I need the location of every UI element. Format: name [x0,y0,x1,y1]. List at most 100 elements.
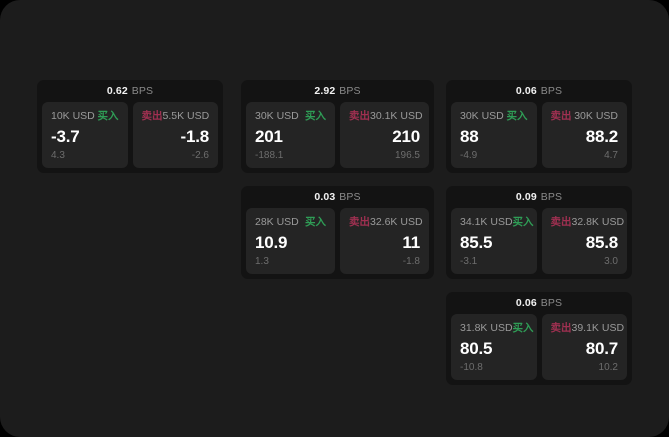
bps-value: 0.06 [515,85,537,97]
bps-header: 0.03 BPS [241,186,434,208]
buy-price: 88 [460,127,479,146]
buy-side-label: 买入 [506,110,528,122]
bps-unit-label: BPS [339,191,361,203]
bps-unit-label: BPS [131,85,154,97]
bps-header: 0.06 BPS [446,292,632,314]
sell-panel[interactable]: 卖出 30.1K USD 210 196.5 [340,102,429,168]
quote-panels: 30K USD 买入 201 -188.1 卖出 30.1K USD 210 196.5 [241,102,434,173]
buy-price: -3.7 [51,127,80,146]
buy-panel[interactable]: 30K USD 买入 88 -4.9 [451,102,537,168]
bps-header: 0.06 BPS [446,80,632,102]
sell-size-label: 32.6K USD [370,216,423,228]
buy-size-label: 30K USD [255,110,299,122]
sell-panel[interactable]: 卖出 32.8K USD 85.8 3.0 [541,208,627,274]
buy-price: 80.5 [460,339,493,358]
buy-header-row: 28K USD 买入 [255,216,326,228]
bps-value: 0.06 [515,297,537,309]
bps-header: 0.09 BPS [446,186,632,208]
buy-price: 85.5 [460,233,493,252]
buy-size-label: 28K USD [255,216,299,228]
buy-side-label: 买入 [305,216,326,228]
sell-side-label: 卖出 [349,110,370,122]
sell-delta: 3.0 [604,256,618,267]
bps-unit-label: BPS [540,85,563,97]
sell-size-label: 30.1K USD [370,110,423,122]
quote-card[interactable]: 2.92 BPS 30K USD 买入 201 -188.1 卖出 30.1K USD 210 1… [241,80,434,173]
sell-price: 210 [392,127,420,146]
sell-price: 88.2 [585,127,618,146]
sell-side-label: 卖出 [550,110,572,122]
sell-delta: -1.8 [402,256,420,267]
buy-panel[interactable]: 34.1K USD 买入 85.5 -3.1 [451,208,537,274]
buy-header-row: 10K USD 买入 [51,110,119,122]
sell-header-row: 卖出 30.1K USD [349,110,423,122]
quote-panels: 31.8K USD 买入 80.5 -10.8 卖出 39.1K USD 80.7 10.2 [446,314,632,385]
buy-delta: -4.9 [460,150,478,161]
buy-size-label: 30K USD [460,110,504,122]
sell-delta: 196.5 [394,150,420,161]
sell-size-label: 30K USD [574,110,618,122]
buy-header-row: 30K USD 买入 [460,110,528,122]
sell-header-row: 卖出 39.1K USD [550,322,625,334]
sell-side-label: 卖出 [349,216,370,228]
sell-panel[interactable]: 卖出 32.6K USD 11 -1.8 [340,208,429,274]
quote-card[interactable]: 0.06 BPS 30K USD 买入 88 -4.9 卖出 30K USD 88.2 4.7 [446,80,632,173]
buy-header-row: 34.1K USD 买入 [460,216,534,228]
sell-delta: -2.6 [191,150,209,161]
buy-delta: 1.3 [255,256,269,267]
buy-price: 201 [255,127,283,146]
quote-card[interactable]: 0.62 BPS 10K USD 买入 -3.7 4.3 卖出 5.5K USD -1.8 -2.… [37,80,223,173]
sell-price: 80.7 [585,339,618,358]
sell-delta: 10.2 [598,362,618,373]
sell-price: 85.8 [585,233,618,252]
sell-size-label: 32.8K USD [571,216,625,228]
buy-size-label: 10K USD [51,110,95,122]
bps-value: 2.92 [314,85,336,97]
buy-side-label: 买入 [97,110,119,122]
buy-panel[interactable]: 31.8K USD 买入 80.5 -10.8 [451,314,537,380]
quote-panels: 10K USD 买入 -3.7 4.3 卖出 5.5K USD -1.8 -2.6 [37,102,223,173]
sell-side-label: 卖出 [550,216,572,228]
bps-unit-label: BPS [339,85,361,97]
sell-header-row: 卖出 30K USD [551,110,619,122]
buy-header-row: 31.8K USD 买入 [460,322,534,334]
bps-unit-label: BPS [540,191,563,203]
buy-side-label: 买入 [512,216,534,228]
buy-size-label: 34.1K USD [460,216,513,228]
buy-header-row: 30K USD 买入 [255,110,326,122]
sell-panel[interactable]: 卖出 39.1K USD 80.7 10.2 [541,314,627,380]
sell-price: -1.8 [180,127,210,146]
sell-delta: 4.7 [604,150,618,161]
quote-card[interactable]: 0.09 BPS 34.1K USD 买入 85.5 -3.1 卖出 32.8K USD 85.… [446,186,632,279]
sell-side-label: 卖出 [141,110,163,122]
bps-unit-label: BPS [540,297,563,309]
quote-card[interactable]: 0.03 BPS 28K USD 买入 10.9 1.3 卖出 32.6K USD 11 -1.8 [241,186,434,279]
buy-delta: 4.3 [51,150,65,161]
sell-panel[interactable]: 卖出 30K USD 88.2 4.7 [541,102,627,168]
sell-side-label: 卖出 [550,322,572,334]
buy-panel[interactable]: 30K USD 买入 201 -188.1 [246,102,335,168]
buy-price: 10.9 [255,233,288,252]
quote-panels: 34.1K USD 买入 85.5 -3.1 卖出 32.8K USD 85.8 3.0 [446,208,632,279]
buy-delta: -188.1 [255,150,284,161]
buy-side-label: 买入 [512,322,534,334]
sell-header-row: 卖出 32.8K USD [550,216,625,228]
bps-value: 0.62 [106,85,128,97]
sell-header-row: 卖出 32.6K USD [349,216,423,228]
sell-panel[interactable]: 卖出 5.5K USD -1.8 -2.6 [132,102,218,168]
buy-delta: -3.1 [460,256,478,267]
buy-side-label: 买入 [305,110,326,122]
buy-panel[interactable]: 10K USD 买入 -3.7 4.3 [42,102,128,168]
buy-size-label: 31.8K USD [460,322,513,334]
quote-panels: 30K USD 买入 88 -4.9 卖出 30K USD 88.2 4.7 [446,102,632,173]
sell-size-label: 5.5K USD [162,110,210,122]
sell-price: 11 [402,233,420,252]
sell-size-label: 39.1K USD [571,322,625,334]
quote-panels: 28K USD 买入 10.9 1.3 卖出 32.6K USD 11 -1.8 [241,208,434,279]
quote-card[interactable]: 0.06 BPS 31.8K USD 买入 80.5 -10.8 卖出 39.1K USD 80… [446,292,632,385]
bps-header: 2.92 BPS [241,80,434,102]
buy-panel[interactable]: 28K USD 买入 10.9 1.3 [246,208,335,274]
bps-value: 0.09 [515,191,537,203]
bps-header: 0.62 BPS [37,80,223,102]
